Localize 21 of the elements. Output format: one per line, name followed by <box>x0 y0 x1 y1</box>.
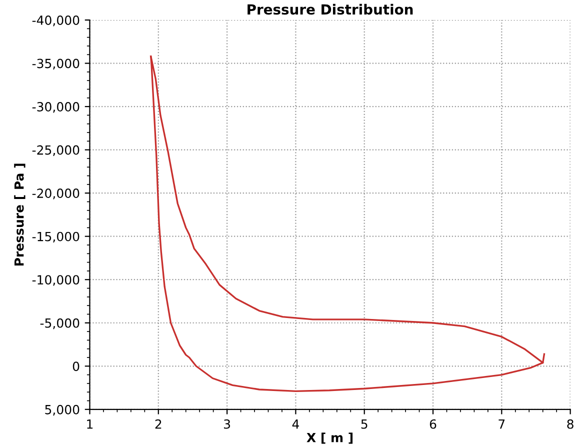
y-tick-label: -35,000 <box>32 58 80 70</box>
x-tick-label: 1 <box>87 420 93 429</box>
y-tick-label: 5,000 <box>45 404 80 416</box>
y-tick-label: -25,000 <box>32 145 80 156</box>
x-tick-label: 6 <box>430 419 436 429</box>
y-tick-label: -10,000 <box>32 275 80 286</box>
y-tick-label: -5,000 <box>40 318 80 330</box>
x-tick-label: 3 <box>224 419 230 429</box>
x-tick-label: 2 <box>155 419 162 429</box>
y-tick-label: 0 <box>72 362 80 372</box>
y-axis-title: Pressure [ Pa ] <box>14 164 26 266</box>
y-tick-label: -15,000 <box>32 232 80 243</box>
y-tick-label: -40,000 <box>32 15 80 26</box>
x-axis-title: X [ m ] <box>306 432 353 444</box>
x-tick-label: 4 <box>292 420 299 429</box>
chart-title: Pressure Distribution <box>248 4 413 15</box>
x-tick-label: 5 <box>361 420 368 429</box>
x-tick-label: 7 <box>498 420 505 429</box>
y-tick-label: -30,000 <box>32 102 80 113</box>
y-tick-label: -20,000 <box>32 188 80 200</box>
x-tick-label: 8 <box>567 419 574 429</box>
